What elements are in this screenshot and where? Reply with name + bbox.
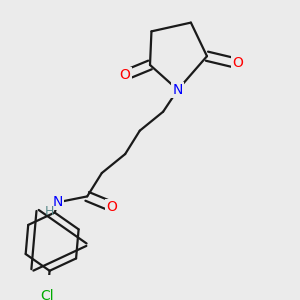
Text: N: N xyxy=(53,195,63,209)
Text: O: O xyxy=(106,200,118,214)
Text: Cl: Cl xyxy=(40,289,54,300)
Text: O: O xyxy=(120,68,130,82)
Text: O: O xyxy=(232,56,243,70)
Text: N: N xyxy=(172,83,183,97)
Text: H: H xyxy=(44,205,54,218)
